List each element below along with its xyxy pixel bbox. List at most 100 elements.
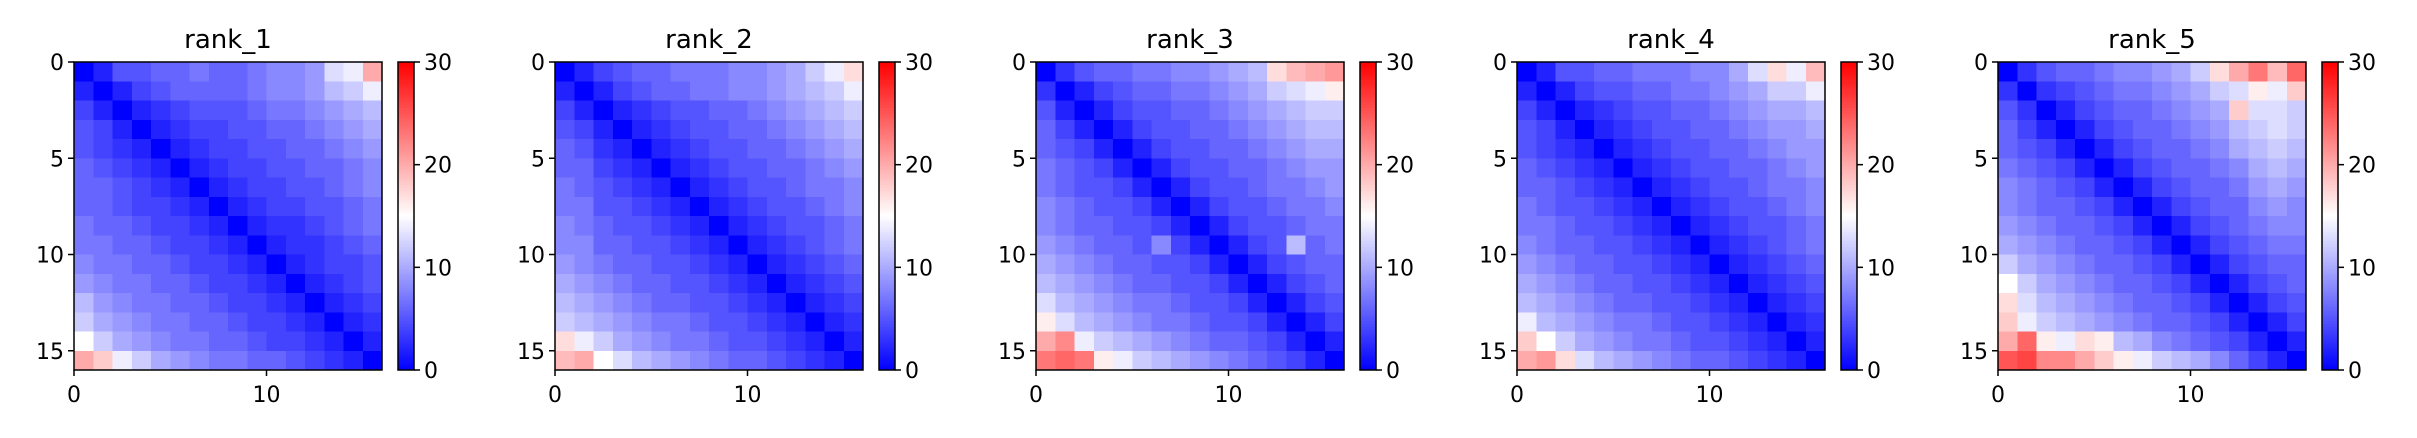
colorbar-segment: [398, 231, 414, 235]
heatmap-cell: [1113, 312, 1133, 333]
colorbar-segment: [398, 128, 414, 132]
heatmap-cell: [670, 350, 691, 371]
heatmap-cell: [555, 235, 575, 256]
heatmap-cell: [843, 216, 864, 236]
colorbar-segment: [398, 334, 414, 338]
colorbar-segment: [879, 95, 895, 99]
heatmap-cell: [1555, 216, 1576, 236]
heatmap-cell: [2152, 100, 2172, 121]
colorbar-tick-label: 10: [1867, 256, 1895, 281]
heatmap-cell: [1170, 293, 1191, 313]
colorbar-segment: [1841, 79, 1857, 84]
heatmap-cell: [1170, 196, 1191, 217]
heatmap-cell: [1036, 350, 1056, 371]
chart-title: rank_1: [184, 25, 272, 55]
heatmap-cell: [1767, 158, 1788, 179]
colorbar-segment: [398, 298, 414, 302]
colorbar-segment: [1841, 246, 1857, 250]
colorbar-segment: [1360, 254, 1376, 258]
heatmap-cell: [632, 139, 652, 159]
heatmap-cell: [2286, 139, 2307, 159]
colorbar-segment: [1360, 110, 1376, 114]
heatmap-cell: [1728, 158, 1749, 179]
heatmap-cell: [1324, 119, 1345, 140]
heatmap-cell: [1074, 235, 1095, 256]
heatmap-cell: [1709, 196, 1730, 217]
colorbar-segment: [1360, 77, 1376, 81]
heatmap-cell: [574, 81, 595, 102]
heatmap-cell: [1651, 119, 1672, 140]
heatmap-cell: [93, 350, 114, 371]
heatmap-cell: [1093, 62, 1114, 82]
heatmap-cell: [670, 62, 691, 82]
heatmap-cell: [2190, 196, 2211, 217]
colorbar-segment: [2322, 280, 2338, 284]
heatmap-cell: [1286, 235, 1307, 256]
colorbar-segment: [1360, 236, 1376, 240]
heatmap-cell: [1247, 196, 1268, 217]
heatmap-cell: [632, 293, 652, 313]
heatmap-cell: [2229, 100, 2249, 121]
heatmap-cell: [2267, 331, 2288, 352]
heatmap-cell: [1536, 100, 1557, 121]
heatmap-cell: [151, 254, 171, 275]
heatmap-cell: [1055, 177, 1076, 198]
colorbar-segment: [1841, 318, 1857, 322]
heatmap-cell: [1594, 331, 1614, 352]
colorbar-segment: [2322, 239, 2338, 243]
heatmap-cell: [1113, 293, 1133, 313]
heatmap-cell: [1093, 158, 1114, 179]
colorbar-segment: [2322, 169, 2338, 173]
heatmap-cell: [1728, 81, 1749, 102]
heatmap-cell: [1805, 196, 1826, 217]
heatmap-cell: [247, 273, 268, 294]
heatmap-cell: [228, 139, 248, 159]
heatmap-cell: [1517, 100, 1537, 121]
heatmap-cell: [1709, 216, 1730, 236]
heatmap-cell: [689, 312, 710, 333]
heatmap-cell: [1267, 196, 1287, 217]
heatmap-cell: [1690, 81, 1711, 102]
heatmap-cell: [2152, 331, 2172, 352]
colorbar-segment: [2322, 128, 2338, 132]
heatmap-cell: [632, 331, 652, 352]
colorbar-segment: [1841, 313, 1857, 317]
colorbar-segment: [398, 346, 414, 351]
heatmap-cell: [728, 293, 749, 313]
colorbar-segment: [398, 185, 414, 189]
heatmap-cell: [189, 100, 210, 121]
heatmap-cell: [1055, 273, 1076, 294]
colorbar-segment: [1360, 226, 1376, 230]
heatmap-cell: [1555, 119, 1576, 140]
colorbar-segment: [2322, 82, 2338, 86]
colorbar-segment: [2322, 349, 2338, 353]
heatmap-cell: [2094, 62, 2115, 82]
heatmap-cell: [2190, 331, 2211, 352]
colorbar-segment: [398, 313, 414, 317]
heatmap-cell: [574, 331, 595, 352]
heatmap-cell: [670, 235, 691, 256]
colorbar-segment: [1841, 357, 1857, 361]
heatmap-cell: [1709, 235, 1730, 256]
colorbar-segment: [1360, 298, 1376, 302]
colorbar-frame: [2321, 61, 2339, 371]
heatmap-cell: [170, 312, 191, 333]
y-tick-label: 15: [1960, 340, 1988, 365]
heatmap-cell: [170, 158, 191, 179]
heatmap-cell: [805, 216, 826, 236]
heatmap-cell: [766, 273, 787, 294]
colorbar-segment: [1360, 131, 1376, 135]
heatmap-cell: [247, 81, 268, 102]
heatmap-cell: [689, 158, 710, 179]
heatmap-cell: [1767, 273, 1788, 294]
heatmap-cell: [2229, 235, 2249, 256]
chart-title: rank_4: [1627, 25, 1715, 55]
heatmap-cell: [1574, 100, 1595, 121]
heatmap-cell: [208, 331, 229, 352]
heatmap-cell: [843, 100, 864, 121]
colorbar-segment: [1841, 334, 1857, 338]
heatmap-cell: [1151, 158, 1172, 179]
colorbar-segment: [398, 64, 414, 68]
heatmap-cell: [1728, 235, 1749, 256]
heatmap-cell: [1767, 350, 1788, 371]
